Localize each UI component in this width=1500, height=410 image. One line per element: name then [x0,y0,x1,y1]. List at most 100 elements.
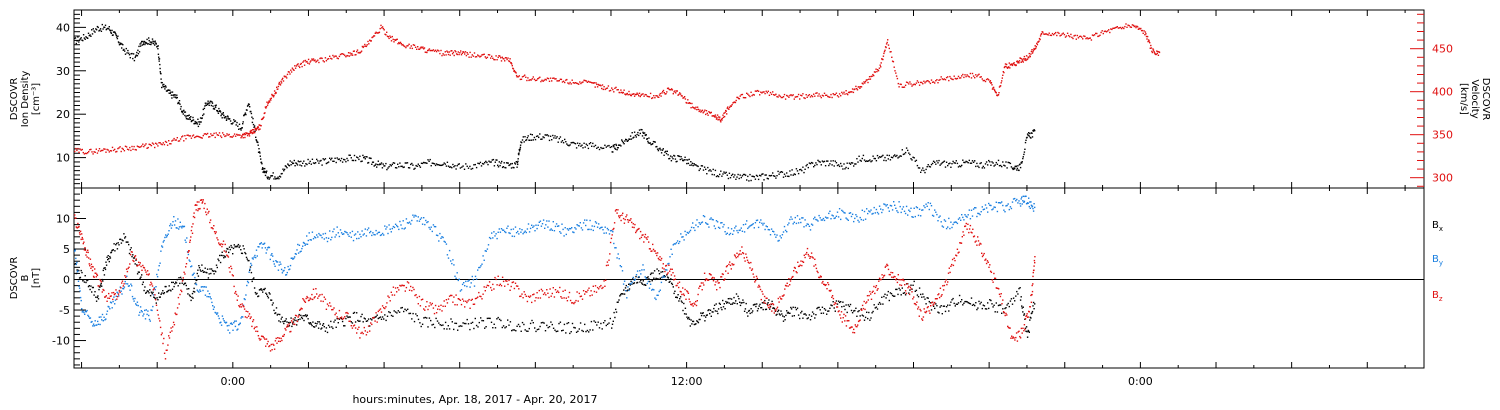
data-point [405,162,408,164]
data-point [492,237,494,239]
data-point [654,278,657,281]
data-point [506,58,508,61]
data-point [392,162,395,164]
data-point [862,83,864,85]
data-point [1021,305,1023,307]
data-point [562,329,564,331]
data-point [186,118,189,120]
data-point [867,212,869,215]
data-point [168,285,170,287]
data-point [223,255,226,257]
data-point [715,175,718,178]
data-point [365,156,367,158]
data-point [716,117,718,119]
data-point [1055,31,1057,34]
data-point [136,265,138,267]
data-point [932,305,935,307]
data-point [166,291,168,293]
data-point [909,153,911,156]
data-point [873,206,875,209]
data-point [683,239,685,241]
data-point [1123,27,1125,30]
data-point [547,326,549,329]
data-point [462,165,464,167]
data-point [912,284,914,286]
data-point [377,231,379,234]
data-point [1015,295,1017,297]
data-point [204,102,207,104]
data-point [85,311,87,313]
data-point [1009,206,1012,208]
data-point [855,85,857,88]
data-point [787,311,789,314]
data-point [260,338,262,340]
data-point [921,81,923,84]
data-point [160,250,162,252]
data-point [1044,33,1046,35]
data-point [205,271,207,274]
data-point [921,169,923,171]
data-point [322,60,324,62]
data-point [177,218,179,220]
data-point [455,168,457,170]
data-point [231,246,233,249]
data-point [701,312,704,315]
data-point [247,104,249,107]
data-point [202,114,204,117]
data-point [670,282,673,284]
data-point [917,214,920,217]
data-point [154,40,156,42]
data-point [962,216,964,219]
data-point [87,152,89,154]
data-point [348,235,350,237]
data-point [117,35,119,37]
data-point [1034,303,1036,305]
data-point [953,221,955,224]
data-point [594,221,597,223]
data-point [656,95,658,97]
data-point [162,292,165,295]
data-point [312,288,315,290]
data-point [114,293,116,295]
data-point [922,293,924,295]
data-point [755,90,758,92]
data-point [83,281,86,283]
data-point [95,272,97,274]
data-point [364,45,367,47]
data-point [519,295,521,298]
data-point [427,159,429,161]
data-point [232,275,234,277]
data-point [252,320,254,323]
data-point [810,94,813,97]
data-point [158,265,160,267]
data-point [723,223,725,226]
data-point [265,107,267,109]
data-point [657,96,659,98]
data-point [478,163,480,165]
data-point [300,160,302,163]
data-point [611,323,614,325]
data-point [558,80,560,82]
data-point [504,60,506,62]
data-point [533,225,535,227]
data-point [413,288,415,291]
data-point [223,250,225,252]
data-point [633,282,636,284]
data-point [709,169,711,171]
data-point [916,164,919,167]
data-point [390,36,392,39]
data-point [655,277,657,280]
data-point [625,290,627,292]
data-point [997,159,1000,162]
data-point [976,308,978,311]
data-point [645,134,647,136]
data-point [433,312,436,315]
data-point [1024,59,1026,61]
data-point [720,222,722,224]
data-point [1128,24,1130,27]
data-point [726,301,729,303]
data-point [994,89,996,91]
data-point [1019,299,1022,301]
data-point [821,94,824,97]
data-point [635,274,638,276]
